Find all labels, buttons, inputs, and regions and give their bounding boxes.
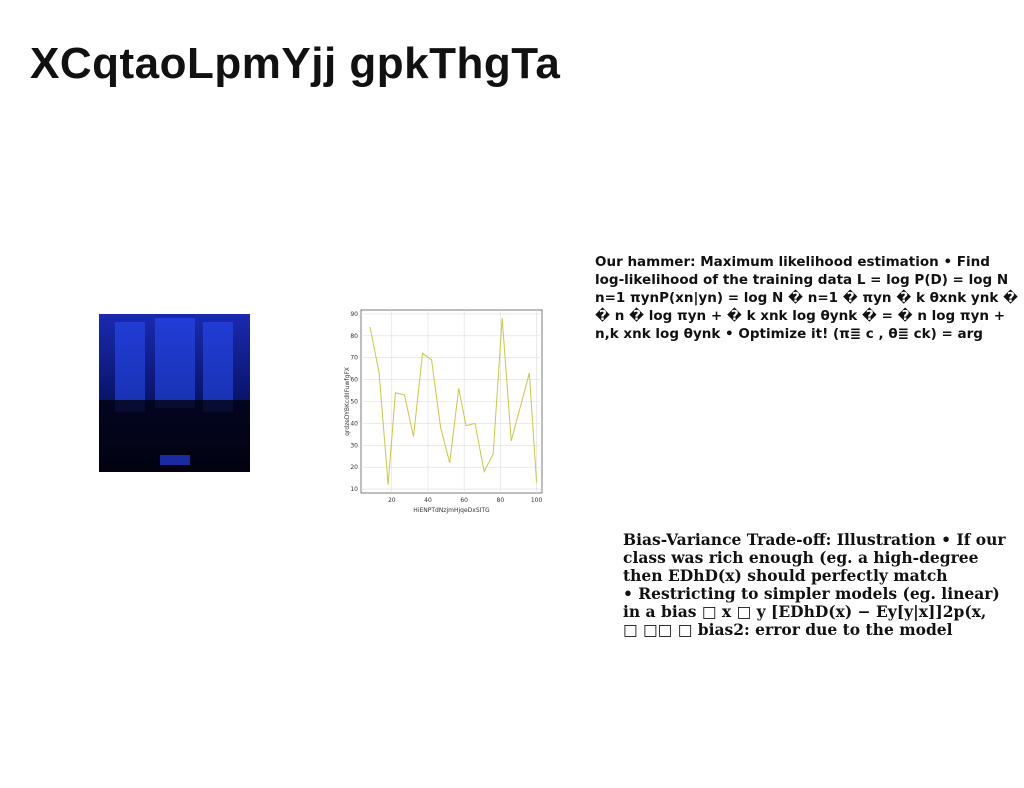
y-tick-label: 80: [350, 333, 358, 340]
text-line: • Restricting to simpler models (eg. lin…: [623, 584, 1000, 603]
text-line: in a bias □ x □ y [EDhD(x) − Ey[y|x]]2p(…: [623, 602, 986, 621]
y-tick-label: 20: [350, 464, 358, 471]
y-axis-label: qrdzeDYBKcdIIFuwfgFX: [344, 367, 351, 436]
y-tick-label: 60: [350, 377, 358, 384]
text-line: n=1 πynP(xn|yn) = log N � n=1 � πyn � k …: [595, 289, 1018, 306]
x-axis-label: HiENPTdNzjmHjqeDxSITG: [413, 507, 490, 514]
y-tick-label: 50: [350, 399, 358, 406]
y-tick-label: 90: [350, 311, 358, 318]
photo: [99, 314, 250, 472]
x-tick-label: 100: [531, 497, 543, 504]
text-line: then EDhD(x) should perfectly match: [623, 566, 948, 585]
data-line: [369, 318, 538, 485]
text-line: Our hammer: Maximum likelihood estimatio…: [595, 254, 990, 270]
slide-title: XCqtaoLpmYjj gpkThgTa: [30, 39, 560, 88]
text-line: Bias-Variance Trade-off: Illustration • …: [623, 530, 1006, 549]
text-line: n,k xnk log θynk • Optimize it! (π≣ c , …: [595, 326, 983, 342]
y-tick-label: 30: [350, 442, 358, 449]
x-tick-label: 60: [460, 497, 468, 504]
text-line: class was rich enough (eg. a high-degree: [623, 548, 979, 567]
x-tick-label: 20: [388, 497, 396, 504]
x-tick-label: 80: [497, 497, 505, 504]
y-tick-label: 70: [350, 355, 358, 362]
text-line: � n � log πyn + � k xnk log θynk � = � n…: [595, 307, 1005, 324]
x-tick-label: 40: [424, 497, 432, 504]
text-line: □ □□ □ bias2: error due to the model: [623, 620, 953, 639]
text-line: log-likelihood of the training data L = …: [595, 272, 1008, 288]
y-tick-label: 10: [350, 486, 358, 493]
y-tick-label: 40: [350, 420, 358, 427]
